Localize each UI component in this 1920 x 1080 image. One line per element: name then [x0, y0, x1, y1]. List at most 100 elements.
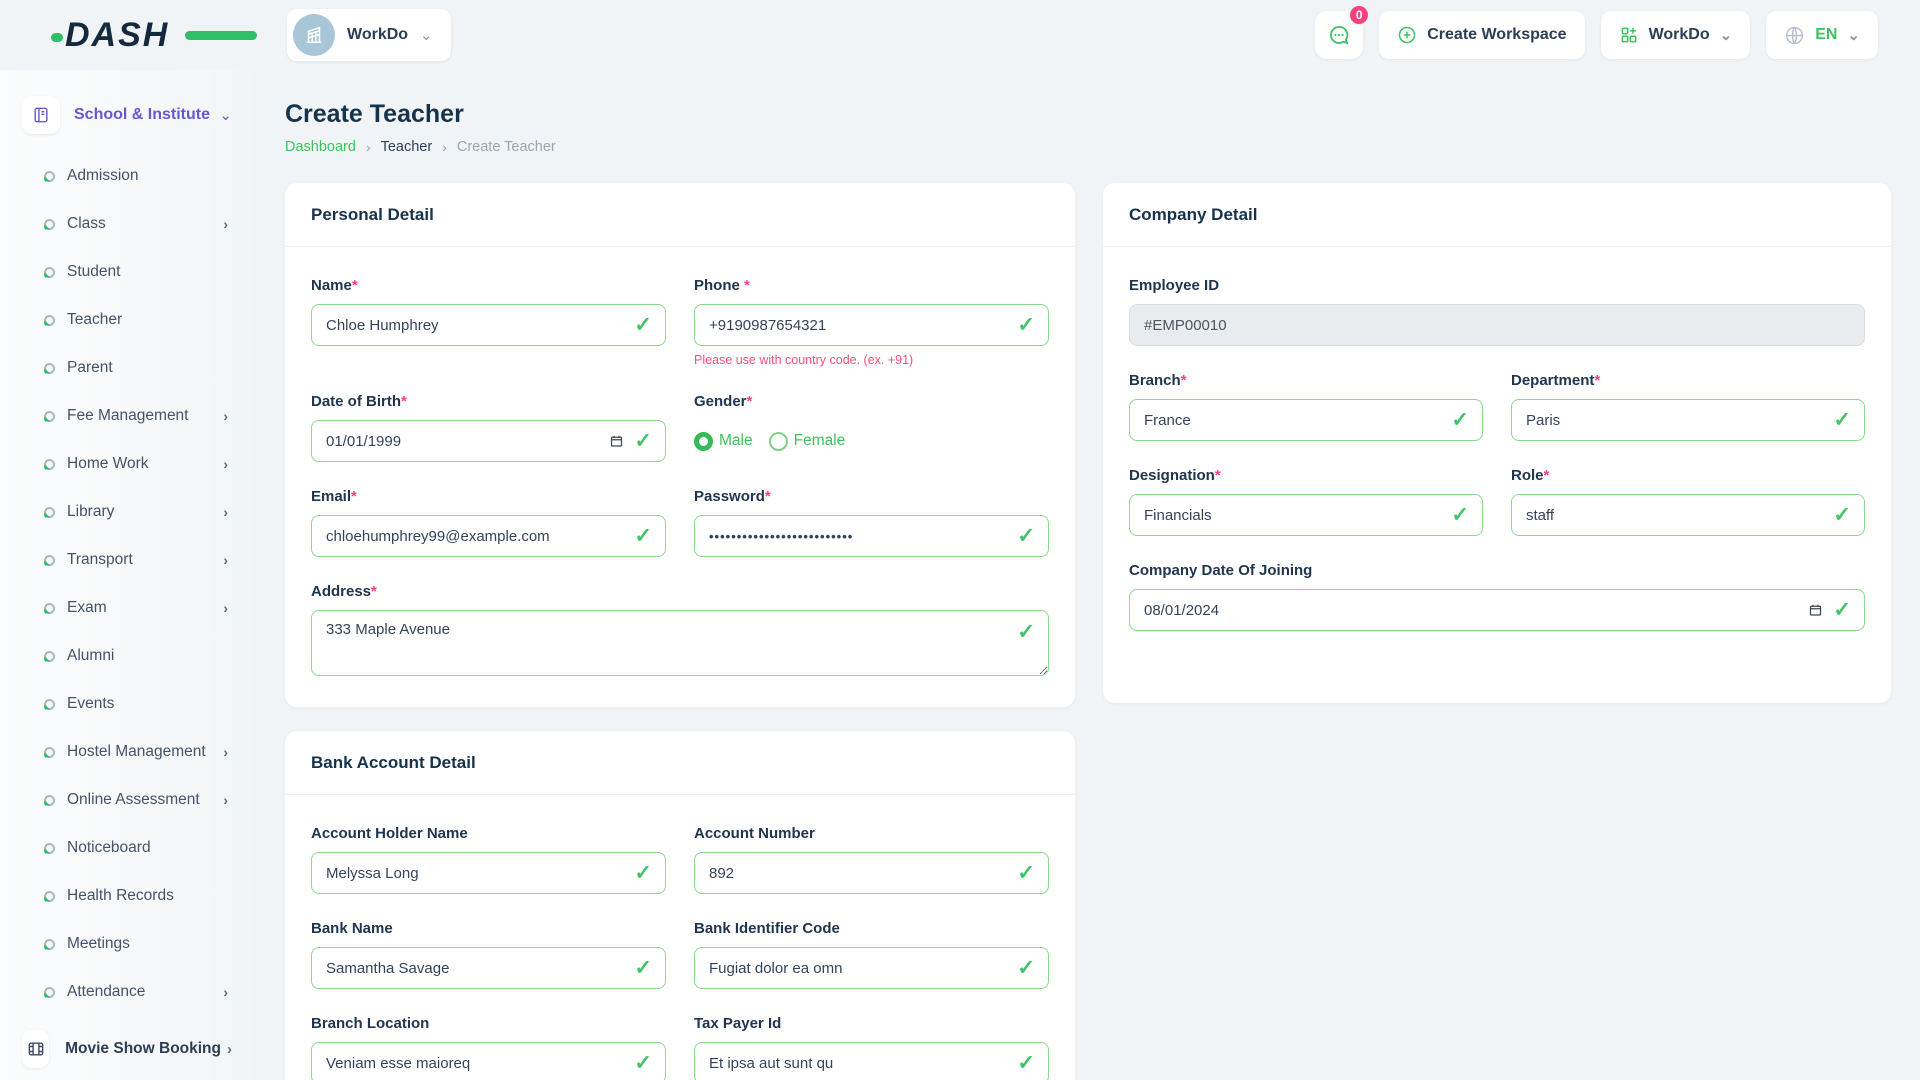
gender-female-radio[interactable]	[768, 431, 788, 451]
sidebar-item-hostel-management[interactable]: Hostel Management ›	[0, 728, 250, 776]
role-select[interactable]	[1511, 494, 1865, 536]
menu-bullet-icon	[44, 890, 55, 902]
breadcrumb-dashboard-link[interactable]: Dashboard	[285, 139, 356, 155]
name-field-group: Name* ✓	[311, 277, 666, 367]
account-holder-input[interactable]	[311, 852, 666, 894]
valid-check-icon: ✓	[634, 313, 652, 337]
department-select[interactable]	[1511, 399, 1865, 441]
dob-label: Date of Birth*	[311, 393, 407, 410]
chevron-down-icon: ⌄	[420, 26, 433, 44]
sidebar-item-transport[interactable]: Transport ›	[0, 536, 250, 584]
branch-location-input[interactable]	[311, 1042, 666, 1080]
bank-name-input[interactable]	[311, 947, 666, 989]
menu-bullet-icon	[44, 602, 55, 614]
chevron-right-icon: ›	[223, 744, 228, 760]
valid-check-icon: ✓	[1833, 503, 1851, 527]
address-textarea[interactable]: 333 Maple Avenue	[311, 610, 1049, 676]
tax-payer-input[interactable]	[694, 1042, 1049, 1080]
language-selector[interactable]: EN ⌄	[1766, 11, 1878, 59]
workdo-apps-menu[interactable]: WorkDo ⌄	[1600, 11, 1751, 59]
sidebar-item-attendance[interactable]: Attendance ›	[0, 968, 250, 1016]
menu-bullet-icon	[44, 650, 55, 662]
menu-bullet-icon	[44, 794, 55, 806]
joining-date-input[interactable]	[1129, 589, 1865, 631]
role-label: Role*	[1511, 467, 1550, 484]
sidebar-item-admission[interactable]: Admission	[0, 152, 250, 200]
breadcrumb-current: Create Teacher	[456, 139, 556, 155]
valid-check-icon: ✓	[1017, 313, 1035, 337]
address-field-group: Address* 333 Maple Avenue ✓	[311, 583, 1049, 681]
chevron-right-icon: ›	[223, 504, 228, 520]
valid-check-icon: ✓	[1833, 598, 1851, 622]
page-title: Create Teacher	[285, 100, 464, 128]
menu-bullet-icon	[44, 170, 55, 182]
gender-male-label[interactable]: Male	[719, 432, 753, 449]
valid-check-icon: ✓	[1017, 524, 1035, 548]
menu-bullet-icon	[44, 362, 55, 374]
phone-input[interactable]	[694, 304, 1049, 346]
sidebar-item-class[interactable]: Class ›	[0, 200, 250, 248]
workspace-switcher[interactable]: WorkDo ⌄	[287, 9, 451, 61]
calendar-icon[interactable]	[609, 434, 624, 449]
dob-input[interactable]	[311, 420, 666, 462]
sidebar-section-school-institute[interactable]: School & Institute ⌄	[0, 90, 250, 140]
menu-bullet-icon	[44, 698, 55, 710]
brand-logo[interactable]: DASH	[51, 15, 257, 55]
menu-bullet-icon	[44, 218, 55, 230]
designation-select[interactable]	[1129, 494, 1483, 536]
tax-payer-label: Tax Payer Id	[694, 1015, 782, 1032]
language-code: EN	[1815, 26, 1838, 43]
chevron-right-icon: ›	[223, 600, 228, 616]
sidebar-toggle[interactable]	[22, 96, 60, 134]
sidebar-item-alumni[interactable]: Alumni	[0, 632, 250, 680]
company-detail-card: Company Detail Employee ID Branch*	[1103, 183, 1891, 703]
book-panel-icon	[34, 107, 48, 123]
create-workspace-button[interactable]: Create Workspace	[1379, 11, 1585, 59]
gender-male-radio[interactable]	[694, 431, 713, 451]
name-input[interactable]	[311, 304, 666, 346]
menu-bullet-icon	[44, 314, 55, 326]
sidebar-item-teacher[interactable]: Teacher	[0, 296, 250, 344]
valid-check-icon: ✓	[1451, 408, 1469, 432]
branch-label: Branch*	[1129, 372, 1187, 389]
bank-detail-title: Bank Account Detail	[311, 752, 476, 772]
topbar: DASH WorkDo ⌄ 0 Create Workspace WorkDo …	[0, 0, 1920, 70]
bank-identifier-input[interactable]	[694, 947, 1049, 989]
building-icon	[306, 26, 322, 44]
breadcrumb-separator-icon: ›	[365, 139, 371, 155]
sidebar-item-health-records[interactable]: Health Records	[0, 872, 250, 920]
sidebar-item-student[interactable]: Student	[0, 248, 250, 296]
sidebar-item-home-work[interactable]: Home Work ›	[0, 440, 250, 488]
email-input[interactable]	[311, 515, 666, 557]
sidebar-item-fee-management[interactable]: Fee Management ›	[0, 392, 250, 440]
sidebar-item-parent[interactable]: Parent	[0, 344, 250, 392]
valid-check-icon: ✓	[634, 1051, 652, 1075]
chevron-right-icon: ›	[223, 408, 228, 424]
film-iconbox	[22, 1030, 50, 1068]
breadcrumb-teacher[interactable]: Teacher	[380, 139, 433, 155]
branch-location-label: Branch Location	[311, 1015, 430, 1032]
sidebar-item-meetings[interactable]: Meetings	[0, 920, 250, 968]
bank-account-detail-card: Bank Account Detail Account Holder Name …	[285, 731, 1075, 1080]
sidebar-item-online-assessment[interactable]: Online Assessment ›	[0, 776, 250, 824]
tax-payer-field-group: Tax Payer Id ✓	[694, 1015, 1049, 1080]
password-input[interactable]	[694, 515, 1049, 557]
sidebar-item-noticeboard[interactable]: Noticeboard	[0, 824, 250, 872]
employee-id-label: Employee ID	[1129, 277, 1220, 294]
sidebar-item-exam[interactable]: Exam ›	[0, 584, 250, 632]
sidebar-item-events[interactable]: Events	[0, 680, 250, 728]
email-label: Email*	[311, 488, 357, 505]
branch-field-group: Branch* ✓	[1129, 372, 1483, 441]
gender-field-group: Gender* Male Female	[694, 393, 1049, 462]
sidebar-item-movie-show-booking[interactable]: Movie Show Booking ›	[22, 1030, 232, 1068]
gender-female-label[interactable]: Female	[793, 432, 846, 449]
bank-identifier-label: Bank Identifier Code	[694, 920, 840, 937]
valid-check-icon: ✓	[634, 956, 652, 980]
branch-select[interactable]	[1129, 399, 1483, 441]
sidebar-item-library[interactable]: Library ›	[0, 488, 250, 536]
menu-bullet-icon	[44, 506, 55, 518]
calendar-icon[interactable]	[1808, 603, 1823, 618]
menu-bullet-icon	[44, 986, 55, 998]
messages-button[interactable]: 0	[1315, 4, 1371, 59]
account-number-input[interactable]	[694, 852, 1049, 894]
